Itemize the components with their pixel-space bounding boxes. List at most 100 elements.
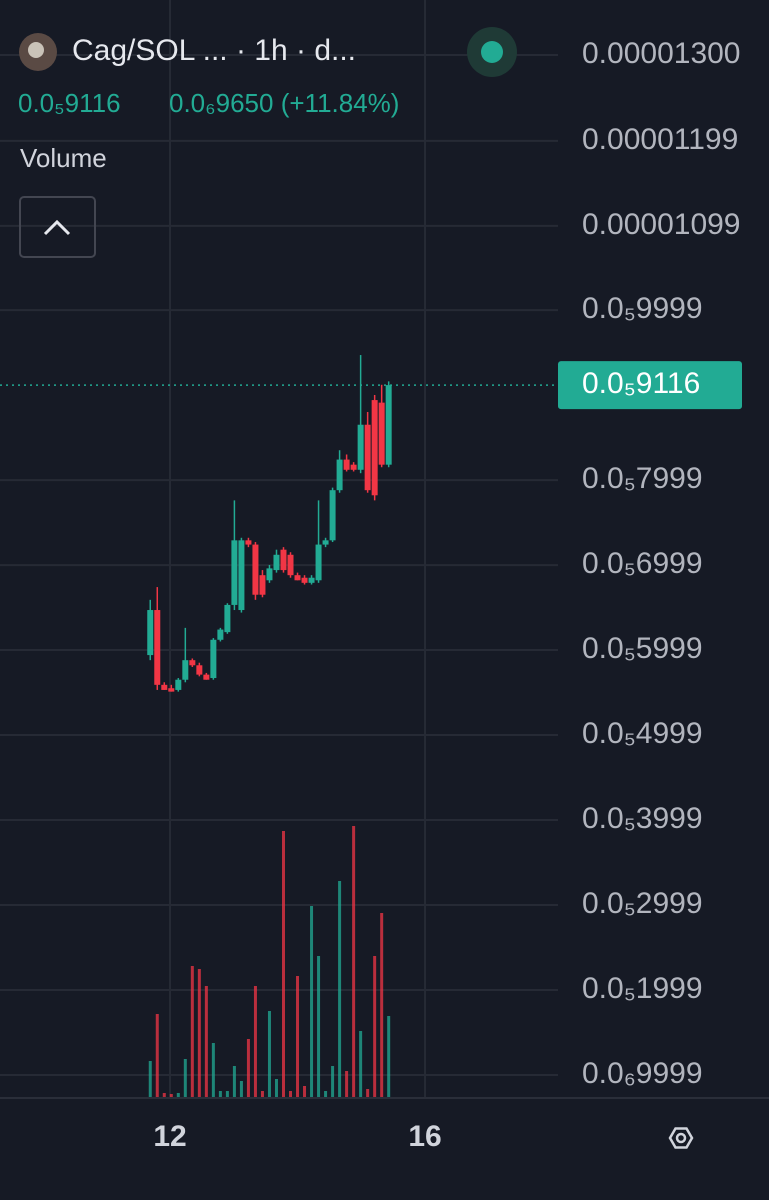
- candle-body: [357, 424, 364, 470]
- candle-body: [287, 554, 294, 576]
- candle-body: [161, 684, 168, 690]
- volume-bar: [162, 1093, 166, 1098]
- candle-body: [266, 568, 273, 581]
- candle-body: [252, 544, 259, 595]
- y-tick-label: 0.0₅6999: [582, 547, 703, 580]
- volume-bar: [169, 1094, 173, 1098]
- volume-bar: [289, 1091, 293, 1098]
- volume-bar: [373, 956, 377, 1098]
- status-dot: [481, 41, 503, 63]
- token-avatar-detail: [28, 42, 44, 58]
- candle-body: [238, 540, 245, 611]
- volume-bar: [366, 1089, 370, 1098]
- volume-bar: [296, 976, 300, 1098]
- volume-bar: [387, 1016, 391, 1098]
- volume-bar: [190, 966, 194, 1098]
- price-change: 0.0₆9650 (+11.84%): [169, 88, 399, 118]
- price-badge: [558, 361, 742, 410]
- volume-bar: [148, 1061, 152, 1098]
- y-tick-label: 0.0₅1999: [582, 972, 703, 1005]
- y-tick-label: 0.0₅5999: [582, 632, 703, 665]
- candle-body: [329, 490, 336, 541]
- volume-bar: [310, 906, 314, 1098]
- volume-bar: [225, 1091, 229, 1098]
- candle-body: [273, 554, 280, 571]
- x-tick-label: 16: [408, 1120, 441, 1153]
- volume-bar: [183, 1059, 187, 1098]
- y-tick-label: 0.0₅3999: [582, 802, 703, 835]
- candle-body: [385, 385, 392, 465]
- volume-bar: [331, 1066, 335, 1098]
- candle-body: [308, 577, 315, 583]
- volume-bar: [317, 956, 321, 1098]
- y-tick-label: 0.0₅7999: [582, 462, 703, 495]
- volume-bar: [155, 1014, 159, 1098]
- candle-body: [343, 459, 350, 470]
- volume-bar: [274, 1079, 278, 1098]
- last-price: 0.0₅9116: [18, 88, 121, 118]
- volume-bar: [324, 1091, 328, 1098]
- volume-bar: [239, 1081, 243, 1098]
- volume-bar: [246, 1039, 250, 1098]
- y-tick-label: 0.0₅9999: [582, 292, 703, 325]
- candle-body: [154, 610, 161, 685]
- candle-body: [371, 400, 378, 496]
- volume-bar: [197, 969, 201, 1098]
- settings-icon[interactable]: [668, 1127, 694, 1149]
- candle-body: [168, 688, 175, 692]
- volume-bar: [176, 1093, 180, 1098]
- volume-bar: [338, 881, 342, 1098]
- settings-icon-center: [675, 1132, 687, 1144]
- y-tick-label: 0.00001099: [582, 208, 741, 241]
- candle-body: [210, 639, 217, 679]
- price-badge-label: 0.0₅9116: [582, 367, 700, 400]
- candle-body: [322, 540, 329, 545]
- volume-bar: [253, 986, 257, 1098]
- collapse-button[interactable]: [19, 196, 96, 258]
- volume-bar: [267, 1011, 271, 1098]
- y-tick-label: 0.0₆9999: [582, 1057, 703, 1090]
- volume-bar: [359, 1031, 363, 1098]
- candle-body: [182, 660, 189, 680]
- x-tick-label: 12: [153, 1120, 186, 1153]
- candle-body: [259, 575, 266, 595]
- y-tick-label: 0.0₅4999: [582, 717, 703, 750]
- volume-bar: [352, 826, 356, 1098]
- candle-body: [189, 660, 196, 666]
- candle-body: [336, 459, 343, 491]
- candle-body: [315, 544, 322, 581]
- volume-bar: [232, 1066, 236, 1098]
- candle-body: [294, 575, 301, 581]
- volume-bar: [211, 1043, 215, 1098]
- marks: [0, 355, 558, 1098]
- y-tick-label: 0.0₅2999: [582, 887, 703, 920]
- volume-bar: [303, 1086, 307, 1098]
- candle-body: [196, 665, 203, 675]
- candle-body: [231, 540, 238, 605]
- candle-body: [245, 540, 252, 545]
- y-tick-label: 0.00001300: [582, 37, 741, 70]
- candle-body: [378, 402, 385, 465]
- volume-label: Volume: [20, 143, 107, 173]
- volume-bar: [260, 1091, 264, 1098]
- candle-body: [350, 464, 357, 470]
- volume-bar: [345, 1071, 349, 1098]
- candle-body: [280, 549, 287, 571]
- candle-body: [147, 610, 154, 656]
- volume-bar: [281, 831, 285, 1098]
- chart-title: Cag/SOL ... · 1h · d...: [72, 34, 356, 67]
- volume-bar: [218, 1091, 222, 1098]
- y-tick-label: 0.00001199: [582, 123, 738, 156]
- candle-body: [224, 604, 231, 633]
- candle-body: [301, 577, 308, 583]
- candle-body: [203, 674, 210, 680]
- volume-bar: [380, 913, 384, 1098]
- volume-bar: [204, 986, 208, 1098]
- candle-body: [217, 629, 224, 640]
- chevron-icon: [43, 219, 71, 236]
- candle-body: [175, 679, 182, 690]
- candle-body: [364, 424, 371, 491]
